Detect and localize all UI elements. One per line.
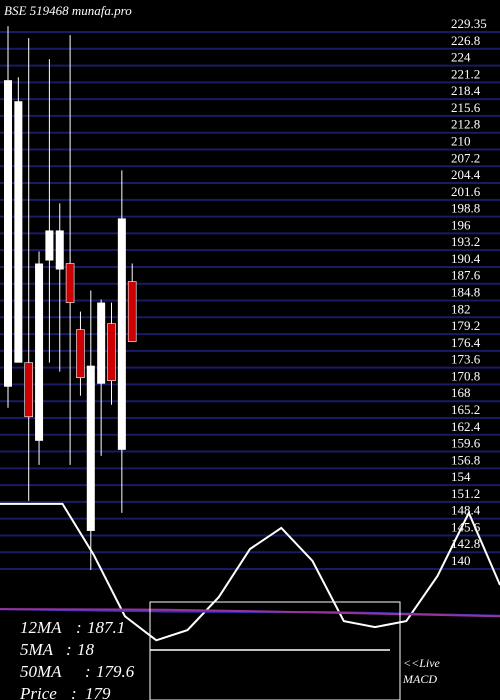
ma5-separator: : [66,640,72,659]
candle-up [35,251,44,465]
y-tick-label: 218.4 [451,83,481,98]
lower-purple-line [0,608,500,618]
candle-down [107,302,116,405]
y-tick-label: 142.8 [451,536,480,551]
candle-down [127,263,137,342]
macd-label-live: <<Live [403,656,441,670]
y-tick-label: 198.8 [451,201,480,216]
moving-average-legend: 12MA : 187.1 5MA : 18 50MA : 179.6 Price… [19,618,135,700]
ma50-value: 179.6 [96,662,135,681]
macd-panel [149,601,401,700]
price-label: Price [19,684,57,700]
y-tick-label: 184.8 [451,285,480,300]
ma50-separator: : [85,662,91,681]
y-tick-label: 190.4 [451,251,481,266]
candle-up [55,203,64,372]
candle-up [45,59,54,363]
y-tick-label: 221.2 [451,66,480,81]
candle-body [24,362,34,418]
y-tick-label: 229.35 [451,16,487,31]
y-tick-label: 182 [451,301,471,316]
candle-body [55,230,64,270]
lower-indicator-lines [0,608,500,618]
candle-body [117,218,126,450]
ma12-label: 12MA [20,618,62,637]
y-tick-label: 196 [451,217,471,232]
candle-body [127,281,137,342]
y-tick-label: 201.6 [451,184,481,199]
y-tick-label: 165.2 [451,402,480,417]
ma50-label: 50MA [20,662,62,681]
candle-body [107,323,116,381]
y-tick-label: 154 [451,469,471,484]
y-tick-label: 187.6 [451,268,481,283]
chart-title: BSE 519468 munafa.pro [4,3,132,18]
candle-body [14,101,23,363]
y-tick-label: 170.8 [451,368,480,383]
y-tick-label: 179.2 [451,318,480,333]
y-tick-label: 224 [451,50,471,65]
candle-up [97,299,106,456]
y-tick-label: 140 [451,553,471,568]
y-tick-label: 210 [451,133,471,148]
grid-lines [0,31,500,570]
macd-label-macd: MACD [402,672,437,686]
y-tick-label: 168 [451,385,471,400]
candles [4,26,137,571]
ma5-label: 5MA [20,640,54,659]
ma12-separator: : [76,618,82,637]
candle-body [35,263,44,441]
candle-body [97,302,106,384]
candle-down [65,35,75,465]
y-tick-label: 156.8 [451,452,480,467]
price-separator: : [71,684,77,700]
y-tick-label: 159.6 [451,436,481,451]
y-tick-label: 176.4 [451,335,481,350]
y-tick-label: 148.4 [451,503,481,518]
candle-up [14,77,23,363]
y-tick-label: 173.6 [451,352,481,367]
candle-down [24,38,34,501]
candle-body [45,230,54,261]
ma-polyline [0,502,500,642]
y-tick-label: 162.4 [451,419,481,434]
candle-body [86,365,95,531]
candle-down [76,311,85,396]
y-tick-label: 204.4 [451,167,481,182]
y-tick-label: 215.6 [451,100,481,115]
y-tick-label: 193.2 [451,234,480,249]
ma12-value: 187.1 [87,618,125,637]
y-tick-label: 151.2 [451,486,480,501]
y-tick-label: 212.8 [451,117,480,132]
y-tick-label: 226.8 [451,33,480,48]
candle-body [65,263,75,303]
candle-up [4,26,12,408]
moving-average-line [0,502,500,642]
candle-body [76,329,85,378]
candle-up [86,290,95,571]
price-value: 179 [85,684,111,700]
candle-body [4,80,12,387]
candle-up [117,170,126,513]
ma5-value: 18 [77,640,95,659]
y-tick-label: 207.2 [451,150,480,165]
